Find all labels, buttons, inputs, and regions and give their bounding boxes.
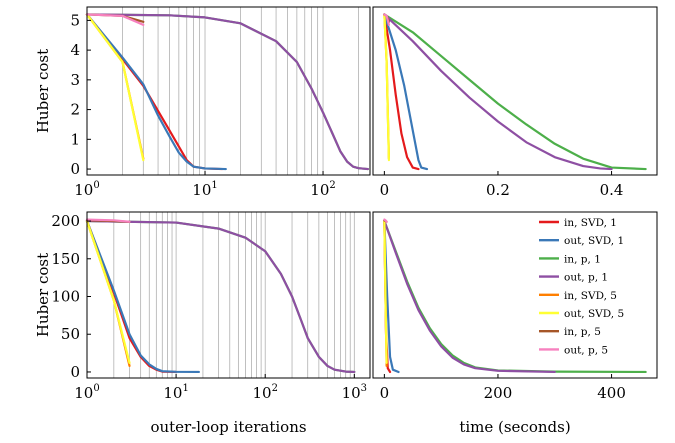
series-line-out-svd-1	[85, 13, 227, 171]
legend-entry-out-p-1: out, p, 1	[539, 272, 608, 284]
series-line-in-svd-1	[85, 219, 178, 374]
legend-entry-out-p-5: out, p, 5	[539, 344, 608, 356]
series-group	[383, 218, 647, 374]
legend-label: out, SVD, 1	[564, 235, 624, 247]
plot-frame	[86, 6, 371, 176]
series-group	[383, 13, 647, 171]
legend-label: in, p, 1	[564, 253, 601, 265]
y-tick-label: 2	[70, 101, 80, 119]
y-tick-label: 1	[70, 130, 80, 148]
plot-frame	[372, 6, 658, 176]
series-line-in-svd-1	[383, 13, 420, 171]
series-line-out-p-5	[85, 13, 145, 26]
y-tick-label: 200	[51, 212, 80, 230]
legend-label: out, p, 1	[564, 272, 608, 284]
series-line-out-svd-5	[85, 13, 145, 162]
legend-entry-out-svd-1: out, SVD, 1	[539, 235, 624, 247]
series-line-out-svd-1	[383, 13, 429, 171]
legend-label: out, p, 5	[564, 344, 608, 356]
panel-bottom-right: 0 200 400 time (seconds)	[372, 211, 658, 436]
x-tick-label: 101	[192, 180, 217, 199]
grid-lines	[122, 7, 359, 175]
x-tick-label: 0.2	[486, 181, 510, 199]
series-line-in-p-1	[383, 13, 647, 171]
panel-top-right: 0 0.2 0.4	[372, 6, 658, 199]
panel-bottom-left: 0 50 100 150 200 100 101 102 103 Huber cost outer-…	[34, 211, 371, 436]
y-tick-label: 50	[61, 325, 80, 343]
y-tick-label: 3	[70, 71, 80, 89]
x-tick-label: 102	[310, 180, 335, 199]
x-tick-label: 101	[163, 383, 188, 402]
legend: in, SVD, 1 out, SVD, 1 in, p, 1 out, p, 1 in…	[539, 217, 624, 356]
series-group	[85, 218, 356, 374]
legend-label: in, p, 5	[564, 326, 601, 338]
plot-frame	[86, 211, 371, 379]
series-line-out-p-1	[383, 13, 613, 171]
y-tick-label: 150	[51, 250, 80, 268]
plot-frame	[372, 211, 658, 379]
legend-entry-in-svd-1: in, SVD, 1	[539, 217, 617, 229]
x-tick-label: 102	[252, 383, 277, 402]
x-tick-label: 0.4	[600, 181, 624, 199]
y-tick-label: 5	[70, 11, 80, 29]
series-line-out-p-1	[383, 219, 556, 374]
x-tick-label: 0	[380, 384, 390, 402]
x-axis-label: outer-loop iterations	[150, 418, 306, 436]
y-tick-label: 0	[70, 363, 80, 381]
series-line-out-p-1	[85, 13, 370, 171]
legend-entry-in-p-1: in, p, 1	[539, 253, 601, 265]
panel-top-left: 0 1 2 3 4 5 100 101 102 Huber cost	[34, 6, 371, 199]
y-axis-label: Huber cost	[34, 253, 52, 337]
legend-entry-in-svd-5: in, SVD, 5	[539, 290, 617, 302]
y-tick-label: 0	[70, 160, 80, 178]
series-line-out-svd-1	[85, 219, 200, 374]
y-axis-label: Huber cost	[34, 49, 52, 133]
series-line-out-svd-5	[383, 13, 390, 162]
y-tick-label: 4	[70, 41, 80, 59]
legend-label: in, SVD, 5	[564, 290, 617, 302]
x-tick-label: 400	[597, 384, 626, 402]
legend-entry-out-svd-5: out, SVD, 5	[539, 308, 624, 320]
x-tick-label: 103	[342, 383, 367, 402]
series-line-out-p-1	[85, 219, 356, 374]
x-tick-label: 100	[74, 180, 99, 199]
series-line-out-p-5	[383, 218, 388, 223]
legend-label: in, SVD, 1	[564, 217, 617, 229]
y-tick-label: 100	[51, 288, 80, 306]
series-line-out-svd-5	[383, 219, 388, 365]
x-tick-label: 0	[380, 181, 390, 199]
series-line-in-svd-5	[85, 13, 145, 160]
series-line-out-p-5	[85, 218, 131, 223]
legend-label: out, SVD, 5	[564, 308, 624, 320]
x-tick-label: 100	[74, 383, 99, 402]
x-tick-label: 200	[484, 384, 513, 402]
series-group	[85, 13, 370, 171]
series-line-out-p-5	[383, 13, 390, 26]
legend-entry-in-p-5: in, p, 5	[539, 326, 601, 338]
series-line-out-svd-1	[383, 219, 400, 374]
x-axis-label: time (seconds)	[459, 418, 570, 436]
series-line-out-svd-5	[85, 219, 131, 365]
grid-lines	[113, 212, 355, 378]
